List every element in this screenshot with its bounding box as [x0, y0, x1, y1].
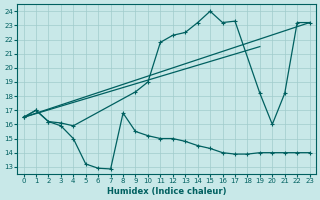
X-axis label: Humidex (Indice chaleur): Humidex (Indice chaleur) — [107, 187, 226, 196]
